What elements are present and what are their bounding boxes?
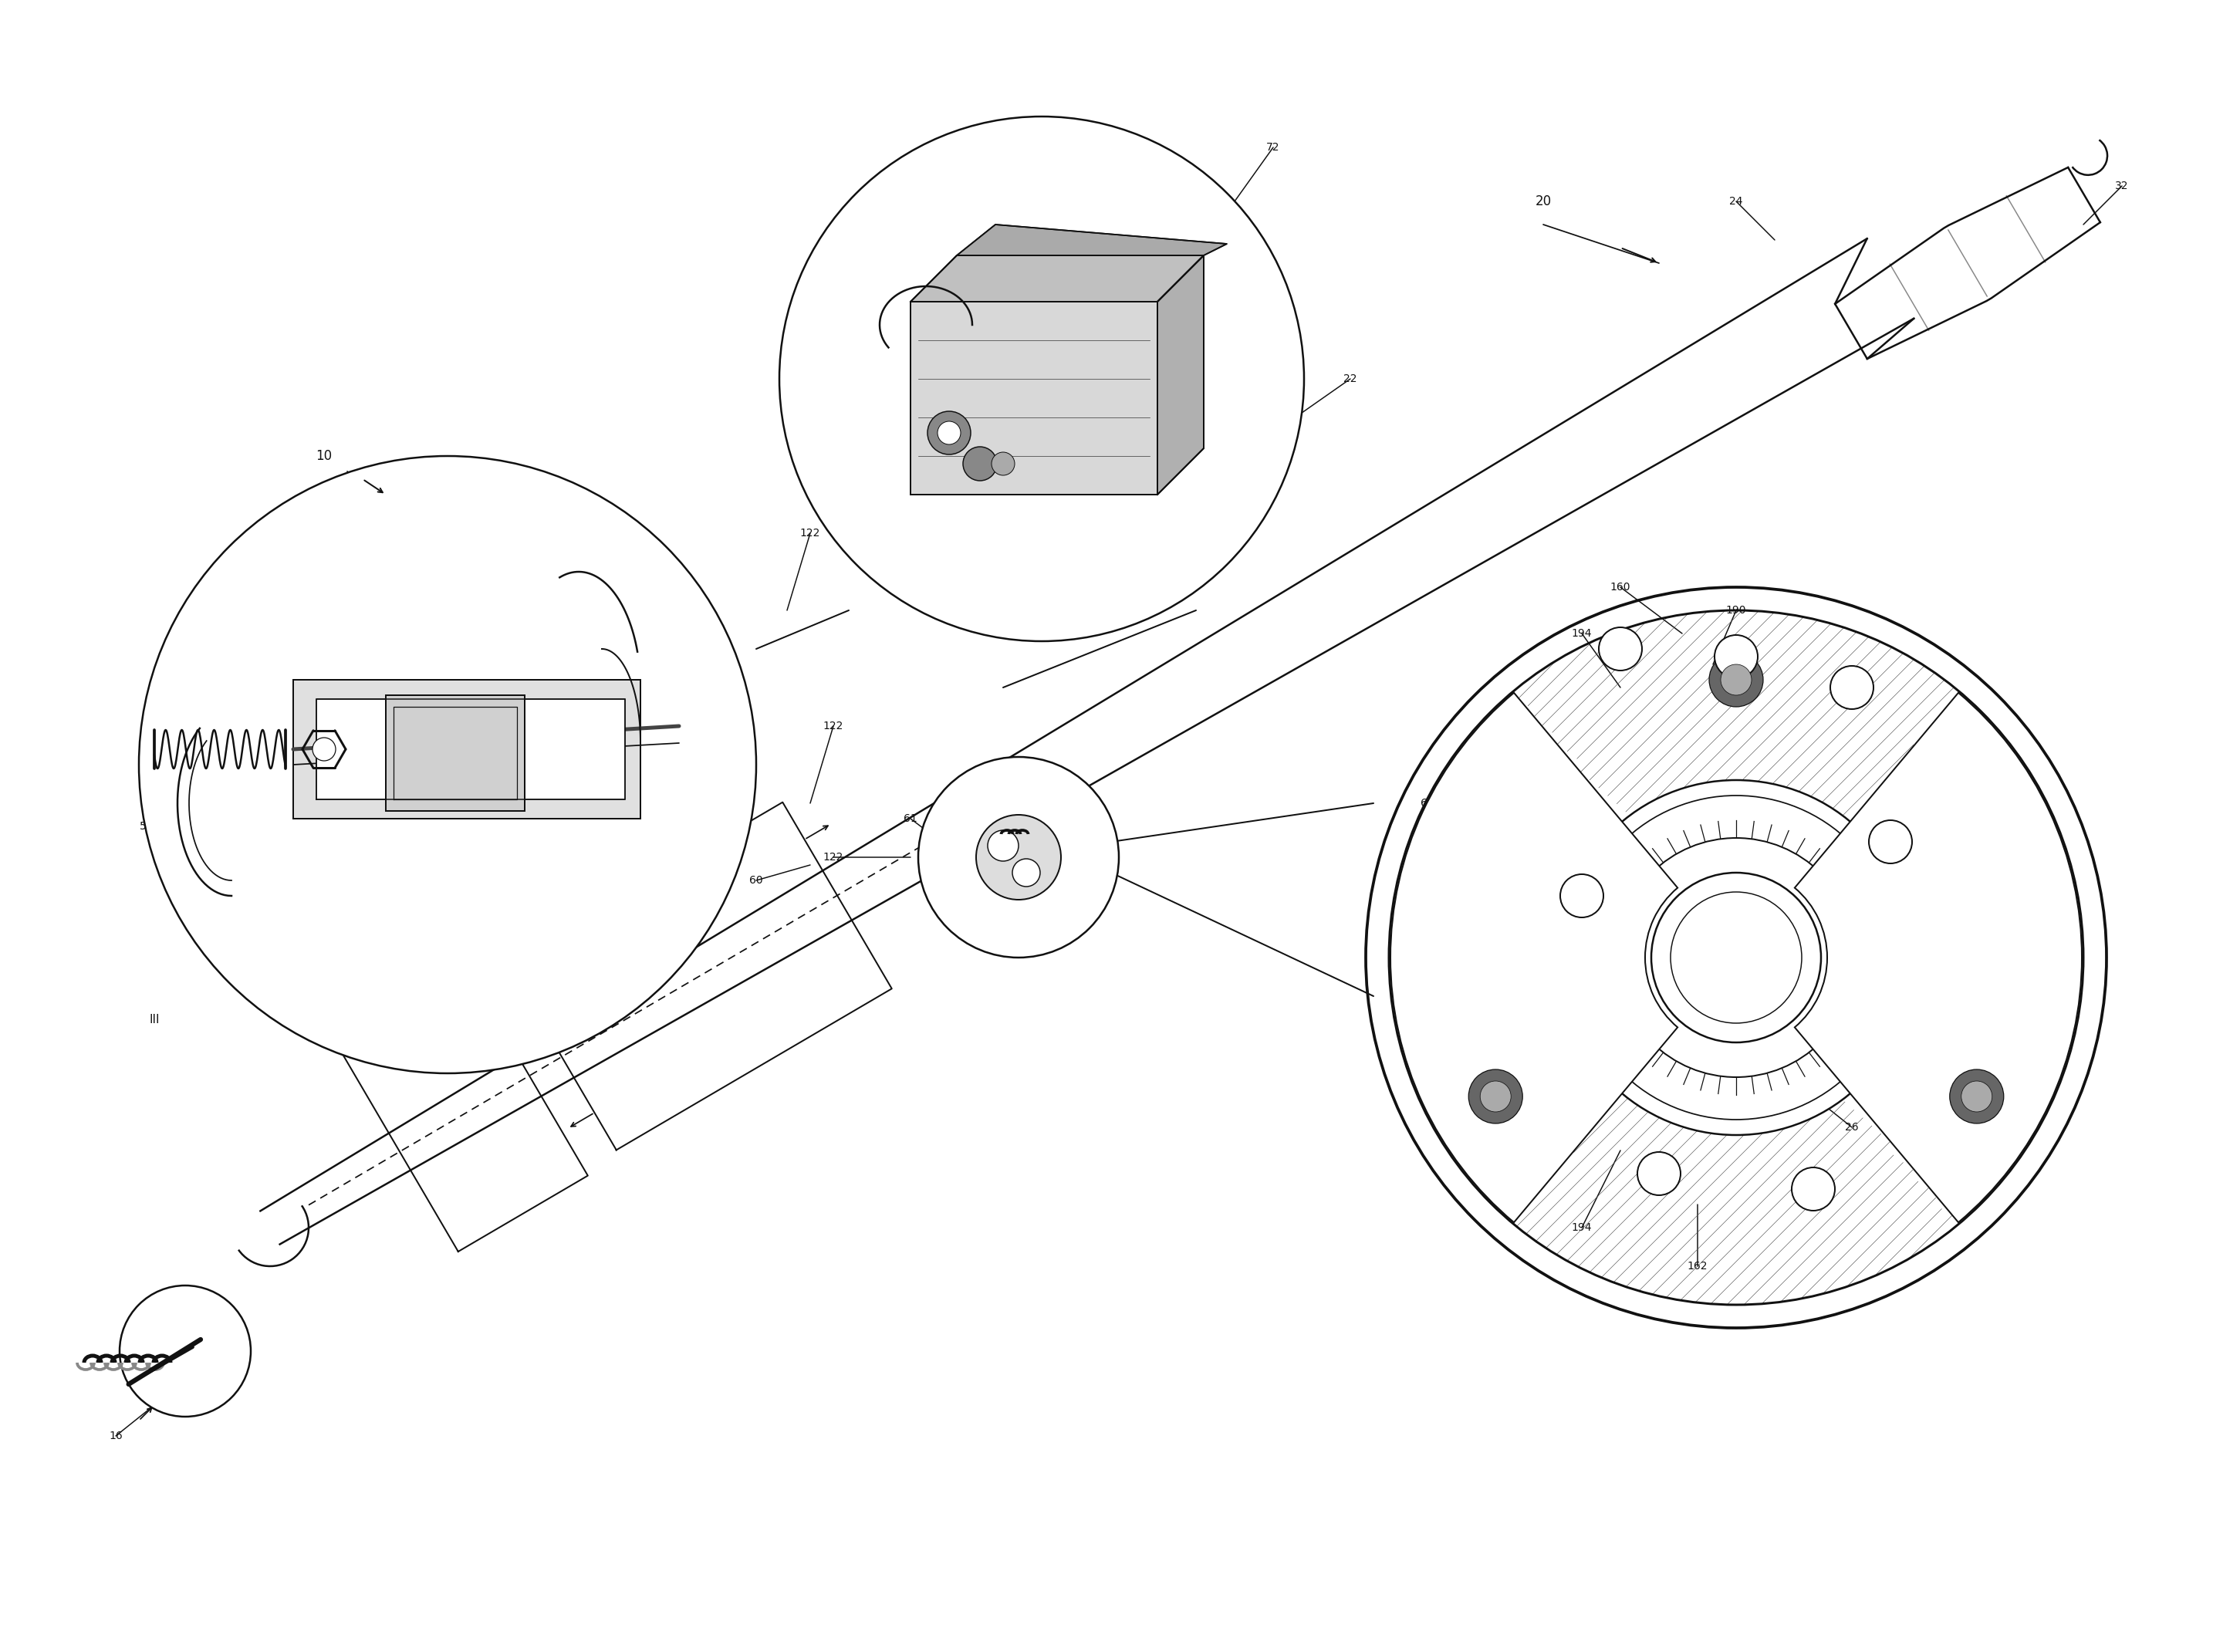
Text: 122: 122 <box>823 852 843 862</box>
Circle shape <box>1365 586 2107 1328</box>
Text: 22: 22 <box>688 737 702 747</box>
Circle shape <box>1638 1151 1680 1194</box>
Polygon shape <box>316 699 624 800</box>
Circle shape <box>1950 1069 2003 1123</box>
Text: 190: 190 <box>1726 605 1746 616</box>
Circle shape <box>1793 1168 1835 1211</box>
Text: 72: 72 <box>1266 142 1279 152</box>
Circle shape <box>1868 819 1912 864</box>
Circle shape <box>1722 664 1750 695</box>
Text: 170: 170 <box>876 335 898 345</box>
Text: 40: 40 <box>226 705 239 715</box>
Text: 90: 90 <box>633 659 646 669</box>
Circle shape <box>1558 780 1914 1135</box>
Text: 192: 192 <box>1996 813 2016 824</box>
Text: 10: 10 <box>316 449 332 463</box>
Circle shape <box>1469 1069 1523 1123</box>
Text: 16: 16 <box>108 1431 122 1441</box>
Circle shape <box>312 738 336 762</box>
Circle shape <box>1598 628 1642 671</box>
Text: 160: 160 <box>336 527 359 539</box>
Circle shape <box>779 117 1303 641</box>
Text: 62: 62 <box>2014 1029 2029 1041</box>
Text: 162: 162 <box>631 605 651 616</box>
Text: 61: 61 <box>903 813 918 824</box>
Text: A: A <box>367 952 374 963</box>
Text: 52: 52 <box>139 821 153 833</box>
Polygon shape <box>910 256 1204 302</box>
Text: 122: 122 <box>1518 914 1538 925</box>
Text: 64: 64 <box>1020 142 1033 152</box>
Polygon shape <box>385 695 524 811</box>
Text: 240: 240 <box>438 859 458 871</box>
Circle shape <box>1560 874 1604 917</box>
Circle shape <box>1651 872 1821 1042</box>
Text: 60: 60 <box>241 605 254 616</box>
Circle shape <box>1671 892 1801 1023</box>
Text: 22: 22 <box>595 504 609 515</box>
Circle shape <box>1480 1080 1511 1112</box>
Text: 60: 60 <box>781 373 794 385</box>
Polygon shape <box>910 302 1157 494</box>
Text: III: III <box>148 1013 159 1026</box>
Polygon shape <box>292 679 640 819</box>
Polygon shape <box>956 225 1226 256</box>
Text: 24: 24 <box>1728 197 1744 206</box>
Text: 60: 60 <box>1421 798 1434 808</box>
Text: 194: 194 <box>1571 628 1591 639</box>
Text: 70: 70 <box>1113 504 1126 515</box>
Text: 162: 162 <box>1686 1260 1708 1272</box>
Wedge shape <box>1795 692 2082 1222</box>
Text: 170: 170 <box>876 319 898 330</box>
Circle shape <box>1011 859 1040 887</box>
Text: 122: 122 <box>801 527 821 539</box>
Wedge shape <box>1390 692 1677 1222</box>
Circle shape <box>1615 838 1857 1077</box>
Text: 26: 26 <box>1846 1122 1859 1133</box>
Circle shape <box>991 453 1016 476</box>
Text: 30: 30 <box>496 720 509 732</box>
Text: 29: 29 <box>555 760 571 770</box>
Text: 90: 90 <box>1985 876 1998 885</box>
Text: 42: 42 <box>434 659 447 669</box>
Text: 194: 194 <box>1571 1222 1591 1232</box>
Text: 22: 22 <box>881 527 894 539</box>
Text: A: A <box>414 914 420 925</box>
Text: 70: 70 <box>1073 876 1087 885</box>
Text: 22: 22 <box>1961 798 1974 808</box>
Text: 192: 192 <box>1494 1107 1516 1117</box>
Text: 28: 28 <box>263 659 277 669</box>
Text: 122: 122 <box>823 720 843 732</box>
Text: III: III <box>343 966 352 978</box>
Text: 60: 60 <box>750 876 763 885</box>
Text: 22: 22 <box>1343 373 1357 385</box>
Circle shape <box>963 446 996 481</box>
Circle shape <box>976 814 1060 900</box>
Circle shape <box>1830 666 1874 709</box>
Circle shape <box>120 1285 250 1417</box>
Circle shape <box>1715 634 1757 679</box>
Text: 20: 20 <box>1536 195 1551 208</box>
Text: 50: 50 <box>210 760 224 770</box>
Circle shape <box>987 831 1018 861</box>
Circle shape <box>927 411 972 454</box>
Text: 122: 122 <box>2012 937 2032 948</box>
Circle shape <box>139 456 757 1074</box>
Polygon shape <box>1157 256 1204 494</box>
Circle shape <box>1708 653 1764 707</box>
Text: 32: 32 <box>2116 180 2129 192</box>
Text: 22: 22 <box>673 914 686 925</box>
Text: 160: 160 <box>1611 582 1631 593</box>
Circle shape <box>918 757 1120 958</box>
Text: 62: 62 <box>626 798 640 808</box>
Circle shape <box>1961 1080 1992 1112</box>
Circle shape <box>938 421 960 444</box>
